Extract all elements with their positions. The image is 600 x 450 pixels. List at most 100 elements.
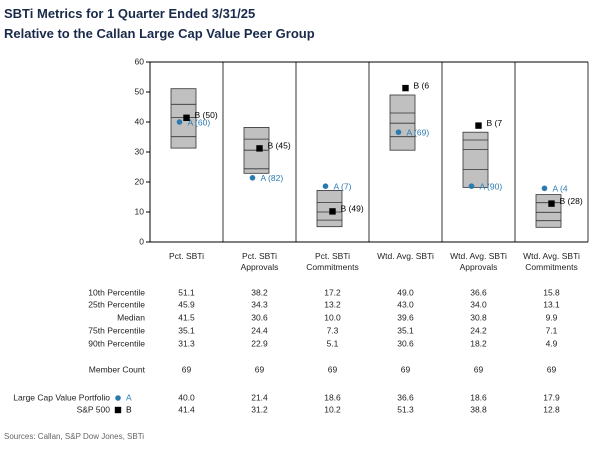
table-cell: 17.9 (543, 392, 560, 402)
table-cell: 69 (328, 364, 338, 374)
percentile-box (462, 131, 489, 188)
source: Sources: Callan, S&P Dow Jones, SBTi (4, 432, 144, 441)
legend-marker (114, 406, 122, 414)
table-cell: 36.6 (470, 287, 487, 297)
legend-label: Large Cap Value Portfolio (13, 392, 110, 402)
table-cell: 18.2 (470, 338, 487, 348)
legend-letter: B (126, 404, 132, 414)
point-a (395, 129, 402, 135)
table-cell: 9.9 (546, 312, 558, 322)
table-cell: 38.2 (251, 287, 268, 297)
point-a (468, 183, 475, 189)
percentile-box (389, 94, 416, 151)
table-cell: 41.4 (178, 404, 195, 414)
table-cell: 18.6 (470, 392, 487, 402)
point-a (249, 175, 256, 181)
point-label: A (90) (480, 181, 503, 191)
legend-letter: A (126, 392, 132, 402)
table-cell: 69 (401, 364, 411, 374)
y-tick-label: 10 (135, 206, 145, 216)
row-label: 25th Percentile (88, 299, 145, 309)
point-label: A (7) (334, 181, 352, 191)
table-cell: 43.0 (397, 299, 414, 309)
y-tick-label: 40 (135, 116, 145, 126)
table-cell: 24.4 (251, 325, 268, 335)
table-cell: 10.2 (324, 404, 341, 414)
table-cell: 30.6 (251, 312, 268, 322)
point-a (322, 183, 329, 189)
row-label: Member Count (89, 364, 146, 374)
point-label: A (60) (188, 117, 211, 127)
table-cell: 30.8 (470, 312, 487, 322)
y-tick-label: 0 (139, 236, 144, 246)
table-cell: 13.2 (324, 299, 341, 309)
table-cell: 51.3 (397, 404, 414, 414)
table-cell: 30.6 (397, 338, 414, 348)
x-tick-label: Wtd. Avg. SBTi (377, 251, 434, 261)
x-tick-label: Pct. SBTi Approvals (240, 251, 279, 272)
table-cell: 5.1 (327, 338, 339, 348)
y-tick-label: 20 (135, 176, 145, 186)
legend-marker (115, 395, 121, 401)
row-label: 90th Percentile (88, 338, 145, 348)
y-tick-label: 30 (135, 146, 145, 156)
table-cell: 15.8 (543, 287, 560, 297)
table-cell: 31.3 (178, 338, 195, 348)
point-b (183, 114, 190, 121)
chart-title: SBTi Metrics for 1 Quarter Ended 3/31/25 (4, 6, 255, 21)
table-cell: 7.3 (327, 325, 339, 335)
point-label: A (82) (261, 173, 284, 183)
table-cell: 34.0 (470, 299, 487, 309)
point-label: B (28) (560, 196, 583, 206)
table-cell: 39.6 (397, 312, 414, 322)
table-cell: 45.9 (178, 299, 195, 309)
point-label: A (4 (553, 184, 568, 194)
y-tick-label: 60 (135, 56, 145, 66)
row-label: 75th Percentile (88, 325, 145, 335)
point-label: B (7 (487, 118, 503, 128)
table-cell: 22.9 (251, 338, 268, 348)
table-cell: 36.6 (397, 392, 414, 402)
table-cell: 35.1 (397, 325, 414, 335)
x-tick-label: Wtd. Avg. SBTi Approvals (450, 251, 507, 272)
table-cell: 17.2 (324, 287, 341, 297)
x-tick-label: Pct. SBTi Commitments (306, 251, 359, 272)
point-b (548, 200, 555, 207)
point-b (402, 84, 409, 92)
x-tick-label: Wtd. Avg. SBTi Commitments (523, 251, 580, 272)
chart-subtitle: Relative to the Callan Large Cap Value P… (4, 26, 315, 41)
table-cell: 4.9 (546, 338, 558, 348)
table-cell: 10.0 (324, 312, 341, 322)
table-cell: 24.2 (470, 325, 487, 335)
point-a (176, 119, 183, 125)
x-tick-label: Pct. SBTi (168, 251, 205, 261)
table-cell: 31.2 (251, 404, 268, 414)
point-label: B (49) (341, 204, 364, 214)
table-cell: 69 (474, 364, 484, 374)
legend-label: S&P 500 (77, 404, 111, 414)
table-cell: 69 (182, 364, 192, 374)
point-b (256, 145, 263, 152)
point-label: B (45) (268, 141, 291, 151)
table-cell: 69 (255, 364, 265, 374)
point-b (475, 122, 482, 129)
point-a (541, 185, 548, 192)
table-cell: 49.0 (397, 287, 414, 297)
table-cell: 69 (547, 364, 557, 374)
point-label: A (69) (407, 127, 430, 137)
table-cell: 35.1 (178, 325, 195, 335)
table-cell: 13.1 (543, 299, 560, 309)
table-cell: 12.8 (543, 404, 560, 414)
point-b (329, 208, 336, 215)
table-cell: 41.5 (178, 312, 195, 322)
table-cell: 7.1 (546, 325, 558, 335)
table-cell: 51.1 (178, 287, 195, 297)
row-label: Median (117, 312, 145, 322)
table-cell: 18.6 (324, 392, 341, 402)
table-cell: 38.8 (470, 404, 487, 414)
y-tick-label: 50 (135, 86, 145, 96)
table-cell: 21.4 (251, 392, 268, 402)
table-cell: 40.0 (178, 392, 195, 402)
